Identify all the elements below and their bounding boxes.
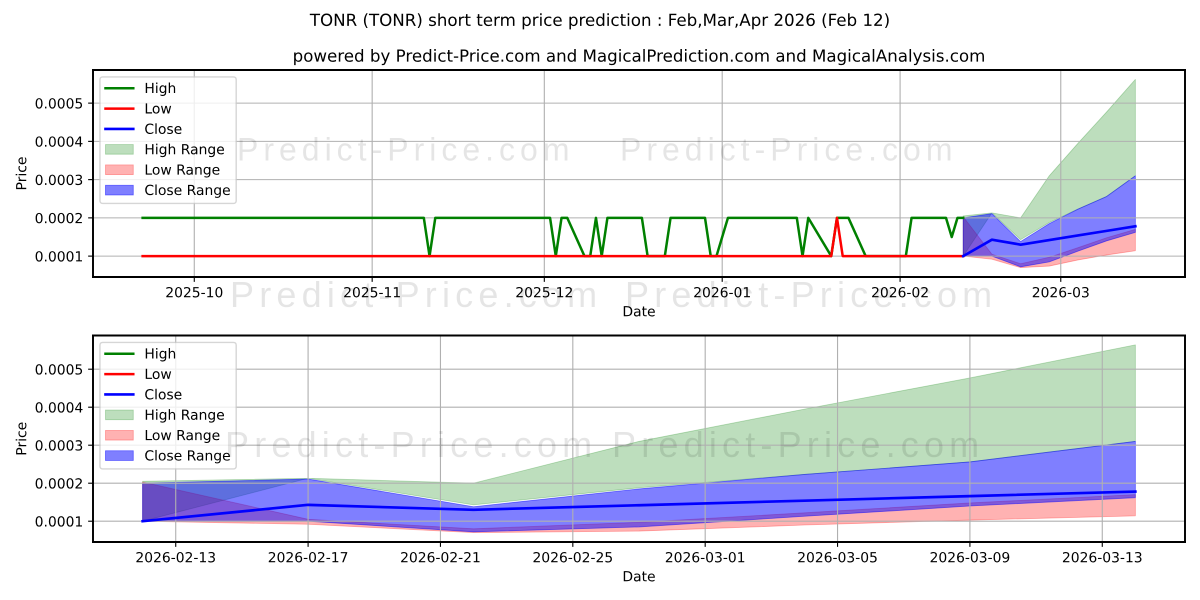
svg-text:Predict-Price.com: Predict-Price.com	[230, 274, 602, 315]
svg-text:Predict-Price.com: Predict-Price.com	[237, 131, 575, 167]
svg-text:Predict-Price.com: Predict-Price.com	[620, 131, 958, 167]
svg-text:Predict-Price.com: Predict-Price.com	[625, 274, 997, 315]
svg-text:Predict-Price.com: Predict-Price.com	[612, 424, 984, 465]
svg-text:Predict-Price.com: Predict-Price.com	[225, 424, 597, 465]
